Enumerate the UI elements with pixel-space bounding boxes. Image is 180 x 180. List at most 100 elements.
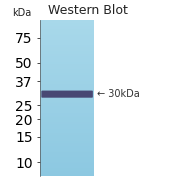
Bar [40, 66, 94, 67]
Bar [40, 56, 94, 58]
Bar [40, 48, 94, 50]
Bar [40, 80, 94, 81]
Bar [40, 51, 94, 53]
Bar [40, 125, 94, 127]
Bar [40, 140, 94, 141]
FancyBboxPatch shape [41, 91, 93, 98]
Bar [40, 113, 94, 114]
Bar [40, 23, 94, 24]
Bar [40, 147, 94, 149]
Bar [40, 132, 94, 133]
Bar [40, 129, 94, 130]
Bar [40, 61, 94, 62]
Bar [40, 152, 94, 154]
Bar [40, 64, 94, 66]
Bar [40, 75, 94, 76]
Bar [40, 81, 94, 83]
Bar [40, 86, 94, 87]
Bar [40, 50, 94, 51]
Bar [40, 97, 94, 99]
Bar [40, 155, 94, 157]
Bar [40, 78, 94, 80]
Bar [40, 53, 94, 54]
Bar [40, 119, 94, 121]
Bar [40, 95, 94, 97]
Bar [40, 122, 94, 124]
Bar [40, 110, 94, 111]
Bar [40, 141, 94, 143]
Bar [40, 76, 94, 78]
Text: ← 30kDa: ← 30kDa [97, 89, 140, 99]
Bar [40, 39, 94, 40]
Bar [40, 37, 94, 39]
Bar [40, 116, 94, 118]
Bar [40, 83, 94, 84]
Bar [40, 21, 94, 23]
Bar [40, 157, 94, 158]
Bar [40, 170, 94, 171]
Bar [40, 149, 94, 151]
Text: kDa: kDa [12, 8, 31, 18]
Bar [40, 24, 94, 26]
Bar [40, 130, 94, 132]
Bar [40, 94, 94, 95]
Bar [40, 70, 94, 72]
Bar [40, 174, 94, 176]
Bar [40, 114, 94, 116]
Bar [40, 165, 94, 166]
Bar [40, 102, 94, 103]
Bar [40, 136, 94, 138]
Bar [40, 29, 94, 31]
Bar [40, 146, 94, 147]
Bar [40, 40, 94, 42]
Bar [40, 43, 94, 45]
Bar [40, 151, 94, 152]
Bar [40, 32, 94, 34]
Bar [40, 108, 94, 110]
Bar [40, 111, 94, 113]
Bar [40, 73, 94, 75]
Bar [40, 26, 94, 28]
Bar [40, 124, 94, 125]
Bar [40, 28, 94, 29]
Bar [40, 163, 94, 165]
Bar [40, 42, 94, 43]
Bar [40, 154, 94, 155]
Bar [40, 99, 94, 100]
Bar [40, 103, 94, 105]
Bar [40, 138, 94, 140]
Bar [40, 133, 94, 135]
Bar [40, 118, 94, 119]
Bar [40, 67, 94, 69]
Bar [40, 87, 94, 89]
Bar [40, 46, 94, 48]
Bar [40, 162, 94, 163]
Bar [40, 31, 94, 32]
Bar [40, 173, 94, 174]
Bar [40, 166, 94, 168]
Bar [40, 127, 94, 129]
Bar [40, 45, 94, 46]
Bar [40, 144, 94, 146]
Bar [40, 58, 94, 59]
Bar [40, 69, 94, 70]
Bar [40, 34, 94, 35]
Bar [40, 84, 94, 86]
Bar [40, 135, 94, 136]
Text: Western Blot: Western Blot [48, 4, 128, 17]
Bar [40, 160, 94, 162]
Bar [40, 72, 94, 73]
Bar [40, 158, 94, 160]
Bar [40, 20, 94, 21]
Bar [40, 35, 94, 37]
Bar [40, 106, 94, 108]
Bar [40, 171, 94, 173]
Bar [40, 92, 94, 94]
Bar [40, 100, 94, 102]
Bar [40, 62, 94, 64]
Bar [40, 121, 94, 122]
Bar [40, 59, 94, 61]
Bar [40, 143, 94, 144]
Bar [40, 105, 94, 106]
Bar [40, 89, 94, 91]
